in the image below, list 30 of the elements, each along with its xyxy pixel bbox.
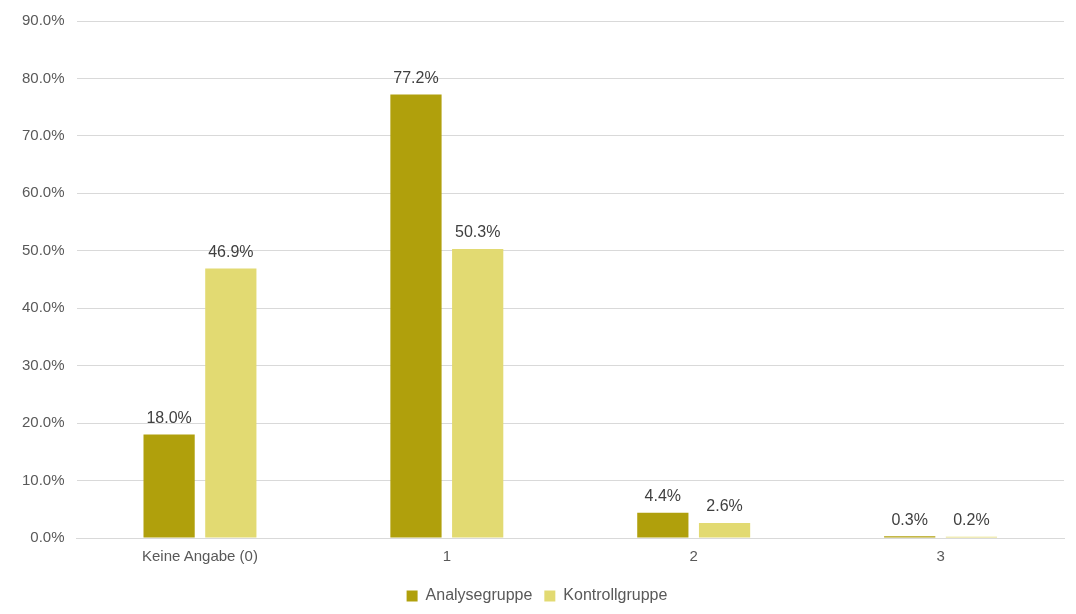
data-label: 0.3%	[891, 510, 928, 528]
bar	[698, 523, 751, 538]
data-label: 0.2%	[953, 511, 990, 529]
data-label: 18.0%	[146, 409, 192, 427]
data-label: 4.4%	[644, 487, 682, 505]
data-label: 46.9%	[208, 242, 254, 260]
x-tick-label: Keine Angabe (0)	[142, 547, 258, 565]
bar	[637, 512, 689, 538]
x-tick-label: 2	[689, 547, 698, 565]
x-tick-label: 3	[936, 547, 945, 565]
data-label: 50.3%	[455, 223, 501, 241]
y-tick-label: 40.0%	[21, 298, 65, 316]
y-tick-label: 0.0%	[30, 528, 65, 546]
bar	[390, 94, 442, 538]
legend-label: Analysegruppe	[425, 586, 533, 604]
y-tick-label: 10.0%	[21, 470, 65, 488]
legend-label: Kontrollgruppe	[563, 586, 668, 604]
data-label: 2.6%	[706, 497, 743, 515]
y-tick-label: 60.0%	[21, 183, 65, 201]
y-tick-label: 50.0%	[21, 240, 65, 258]
y-tick-label: 20.0%	[21, 413, 65, 431]
y-tick-label: 90.0%	[21, 11, 65, 29]
y-tick-label: 80.0%	[21, 68, 65, 86]
bar	[205, 268, 257, 538]
y-tick-label: 30.0%	[21, 355, 65, 373]
bar	[452, 249, 504, 538]
bar	[143, 434, 195, 538]
x-tick-label: 1	[442, 547, 451, 565]
data-label: 77.2%	[393, 68, 439, 86]
y-tick-label: 70.0%	[21, 126, 65, 144]
